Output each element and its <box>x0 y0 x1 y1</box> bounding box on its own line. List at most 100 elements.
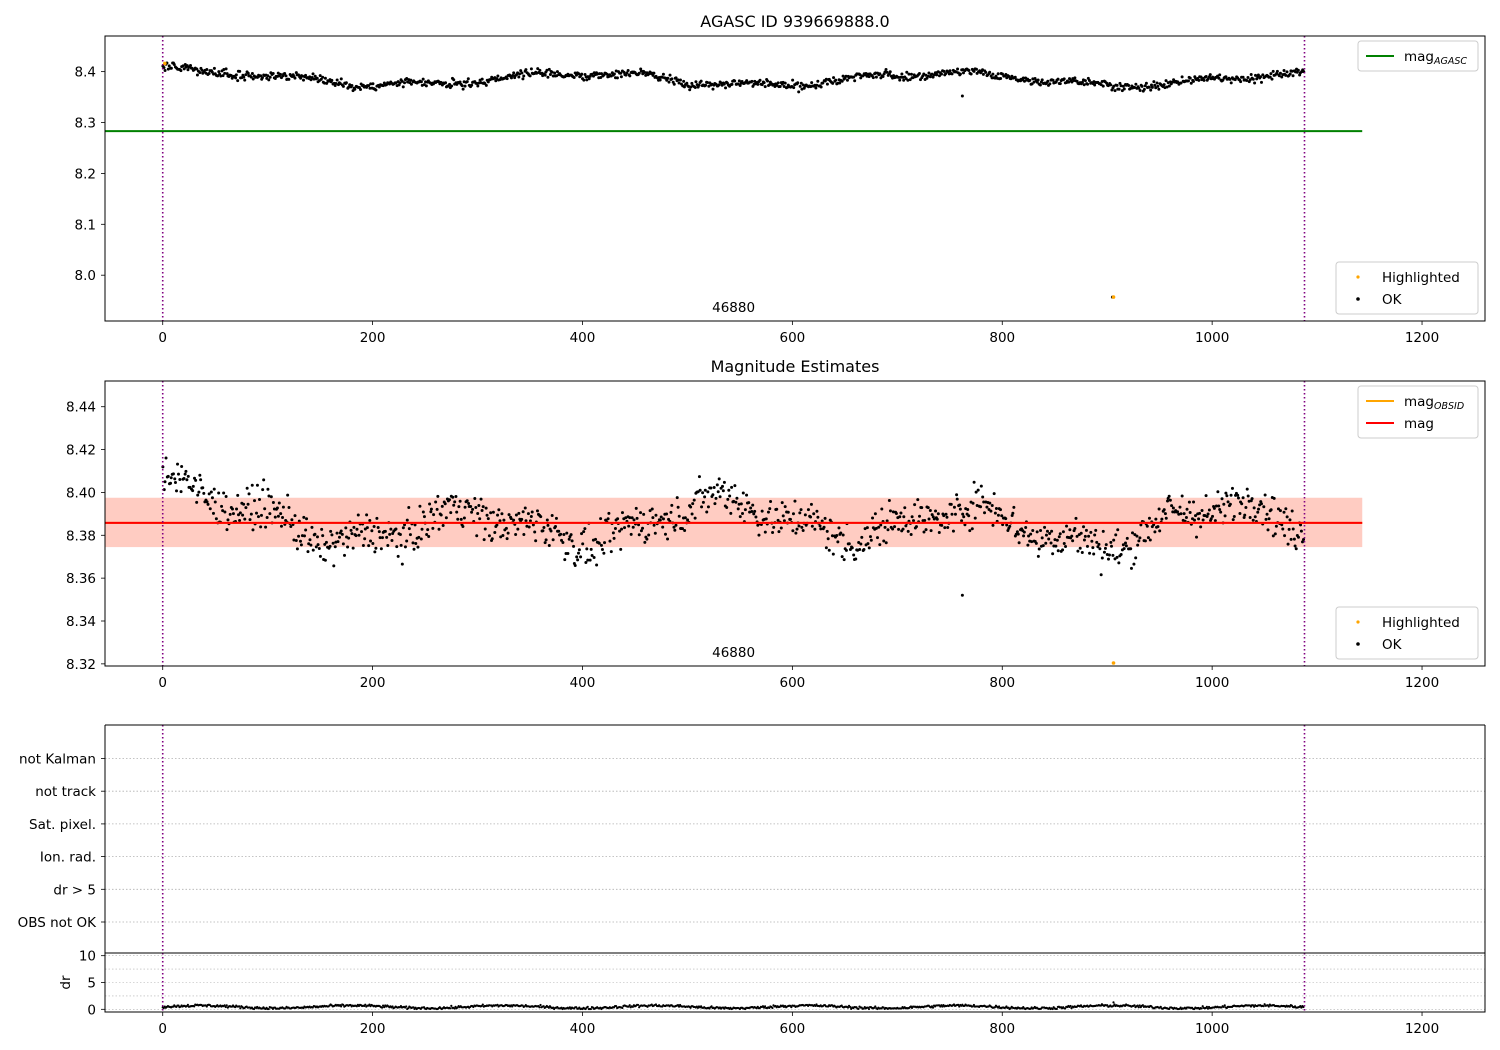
middle-frame <box>104 380 1486 667</box>
middle-ok-point <box>255 483 259 487</box>
top-ok-point <box>1253 81 1257 85</box>
middle-ok-point <box>210 496 214 500</box>
middle-ok-point <box>1192 518 1196 522</box>
middle-ok-point <box>1296 535 1300 539</box>
top-ok-point <box>1239 80 1243 84</box>
top-ok-point <box>369 82 373 86</box>
middle-ok-point <box>701 500 705 504</box>
middle-x-tick-label: 200 <box>360 675 386 691</box>
top-ok-point <box>878 72 882 76</box>
middle-ok-point <box>275 506 279 510</box>
top-ok-point <box>825 82 829 86</box>
middle-ok-point <box>691 502 695 506</box>
middle-ok-point <box>803 513 807 517</box>
middle-ok-point <box>1209 517 1213 521</box>
top-ok-point <box>969 72 973 76</box>
middle-ok-point <box>346 545 350 549</box>
top-ok-point <box>917 72 921 76</box>
middle-ok-point <box>1100 556 1104 560</box>
middle-ok-point <box>1286 542 1290 546</box>
middle-ok-point <box>912 519 916 523</box>
dr-dr-point <box>450 1004 453 1007</box>
middle-ok-point <box>924 528 928 532</box>
middle-ok-point <box>482 538 486 542</box>
middle-ok-point <box>741 491 745 495</box>
middle-ok-point <box>481 505 485 509</box>
middle-ok-point <box>926 506 930 510</box>
dr-x-tick-label: 200 <box>360 1021 386 1037</box>
top-ok-point <box>509 76 513 80</box>
middle-ok-point <box>1160 517 1164 521</box>
middle-ok-point <box>544 538 548 542</box>
middle-ok-point <box>237 513 241 517</box>
middle-ok-point <box>310 525 314 529</box>
middle-ok-point <box>1016 532 1020 536</box>
dr-dr-point <box>340 1005 343 1008</box>
middle-ok-point <box>1043 525 1047 529</box>
middle-ok-point <box>324 540 328 544</box>
middle-ok-point <box>940 523 944 527</box>
top-ok-point <box>661 72 665 76</box>
top-ok-point <box>960 94 964 98</box>
top-ok-point <box>626 69 630 73</box>
middle-ok-point <box>1112 538 1116 542</box>
middle-ok-point <box>619 547 623 551</box>
middle-ok-point <box>996 513 1000 517</box>
middle-ok-point <box>180 465 184 469</box>
middle-ok-point <box>816 515 820 519</box>
middle-ok-point <box>937 531 941 535</box>
middle-ok-point <box>235 507 239 511</box>
middle-ok-point <box>1207 508 1211 512</box>
middle-ok-point <box>865 526 869 530</box>
middle-ok-point <box>308 538 312 542</box>
top-ok-point <box>353 87 357 91</box>
middle-ok-point <box>525 524 529 528</box>
top-ok-point <box>460 84 464 88</box>
middle-1-legend-box <box>1335 606 1479 660</box>
middle-ok-point <box>1080 550 1084 554</box>
top-ok-point <box>536 67 540 71</box>
middle-ok-point <box>476 512 480 516</box>
middle-ok-point <box>1212 506 1216 510</box>
middle-ok-point <box>1047 537 1051 541</box>
middle-ok-point <box>1256 510 1260 514</box>
middle-ok-point <box>1257 507 1261 511</box>
middle-ok-point <box>421 510 425 514</box>
middle-ok-point <box>522 532 526 536</box>
middle-ok-point <box>581 542 585 546</box>
dr-x-tick-label: 1200 <box>1405 1021 1439 1037</box>
top-ok-point <box>439 80 443 84</box>
top-ok-point <box>1245 79 1249 83</box>
middle-ok-point <box>1285 515 1289 519</box>
top-ok-point <box>994 74 998 78</box>
middle-ok-point <box>862 547 866 551</box>
middle-ok-point <box>979 484 983 488</box>
middle-ok-point <box>989 509 993 513</box>
middle-ok-point <box>850 546 854 550</box>
top-ok-point <box>246 71 250 75</box>
top-ok-point <box>612 72 616 76</box>
top-ok-point <box>1170 80 1174 84</box>
top-ok-point <box>367 84 371 88</box>
middle-ok-point <box>451 495 455 499</box>
dr-dr-point <box>857 1007 860 1010</box>
top-ok-point <box>791 78 795 82</box>
middle-ok-point <box>365 526 369 530</box>
middle-ok-point <box>935 517 939 521</box>
top-ok-point <box>186 68 190 72</box>
top-ok-point <box>1048 82 1052 86</box>
middle-ok-point <box>960 519 964 523</box>
middle-ok-point <box>1289 537 1293 541</box>
dr-dr-point <box>1133 1004 1136 1007</box>
middle-ok-point <box>505 537 509 541</box>
top-ok-point <box>1087 78 1091 82</box>
middle-ok-point <box>407 527 411 531</box>
top-ok-point <box>756 82 760 86</box>
top-ok-point <box>1086 82 1090 86</box>
middle-ok-point <box>550 513 554 517</box>
top-title: AGASC ID 939669888.0 <box>700 12 889 31</box>
middle-ok-point <box>178 477 182 481</box>
middle-ok-point <box>463 505 467 509</box>
top-ok-point <box>1013 75 1017 79</box>
middle-ok-point <box>886 528 890 532</box>
